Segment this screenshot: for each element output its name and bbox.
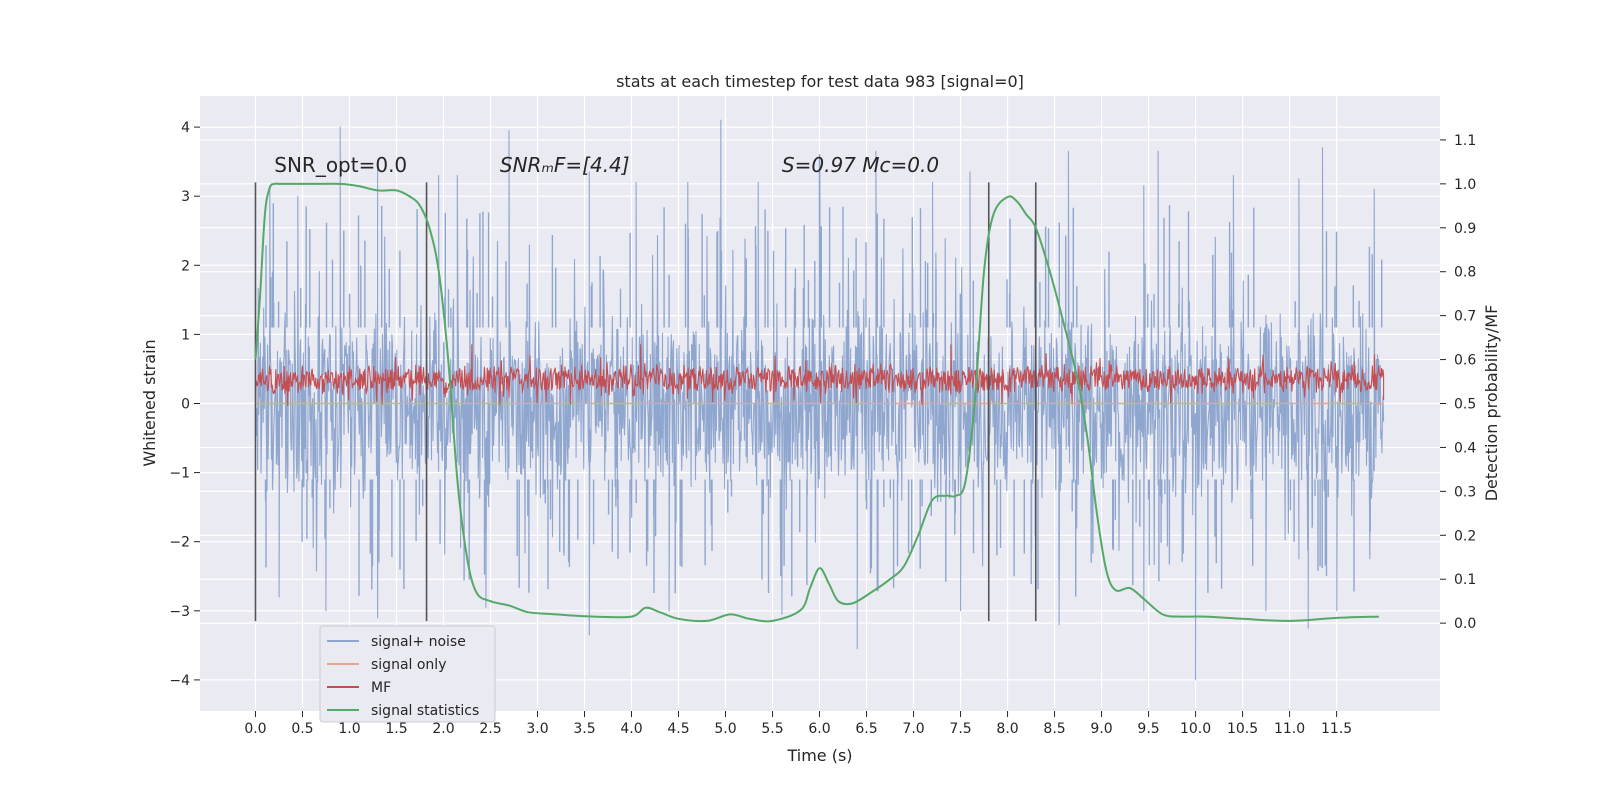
x-tick-label-2: 1.0: [338, 721, 360, 737]
chart-title: stats at each timestep for test data 983…: [616, 72, 1024, 91]
y-right-tick-label-0: 0.0: [1454, 616, 1476, 632]
y-tick-label-4: 0: [181, 397, 190, 413]
annotation-0: SNR_opt=0.0: [274, 153, 407, 177]
x-tick-label-16: 8.0: [996, 721, 1018, 737]
x-tick-label-11: 5.5: [761, 721, 783, 737]
y-tick-label-7: 3: [181, 189, 190, 205]
y-right-tick-label-8: 0.8: [1454, 265, 1476, 281]
y-tick-label-3: −1: [169, 466, 190, 482]
series-mf: [254, 344, 1385, 406]
x-axis-ticks: 0.0 0.5 1.0 1.5 2.0 2.5 3.0 3.5 4.0 4.5 5.0 5.5 6.0 6…: [244, 711, 1352, 737]
x-tick-label-21: 10.5: [1227, 721, 1258, 737]
y-tick-label-5: 1: [181, 327, 190, 343]
y-right-tick-label-11: 1.1: [1454, 133, 1476, 149]
legend-label-3: signal statistics: [371, 703, 479, 719]
y-right-tick-label-5: 0.5: [1454, 397, 1476, 413]
legend: signal+ noise signal only MF signal statist…: [319, 625, 496, 723]
legend-label-1: signal only: [371, 657, 446, 673]
annotation-2: S=0.97 Mᴄ=0.0: [782, 153, 939, 177]
x-tick-label-14: 7.0: [902, 721, 924, 737]
y-right-tick-label-10: 1.0: [1454, 177, 1476, 193]
y-right-tick-label-2: 0.2: [1454, 528, 1476, 544]
x-tick-label-20: 10.0: [1180, 721, 1211, 737]
annotation-1: SNRₘF=[4.4]: [500, 153, 630, 177]
y-right-tick-label-7: 0.7: [1454, 309, 1476, 325]
signal-noise-trace: [254, 119, 1385, 681]
y-right-tick-label-3: 0.3: [1454, 484, 1476, 500]
x-tick-label-0: 0.0: [244, 721, 266, 737]
y-right-tick-label-9: 0.9: [1454, 221, 1476, 237]
x-tick-label-3: 1.5: [385, 721, 407, 737]
y-axis-label: Whitened strain: [140, 339, 159, 466]
x-tick-label-1: 0.5: [291, 721, 313, 737]
y-right-axis-ticks: 0.0 0.1 0.2 0.3 0.4 0.5 0.6 0.7 0.8 0.9 1.0 1.1: [1440, 133, 1476, 632]
x-tick-label-15: 7.5: [949, 721, 971, 737]
x-tick-label-8: 4.0: [620, 721, 642, 737]
y-right-axis-label: Detection probability/MF: [1482, 305, 1501, 502]
legend-label-2: MF: [371, 680, 391, 696]
x-tick-label-22: 11.0: [1274, 721, 1305, 737]
x-tick-label-13: 6.5: [855, 721, 877, 737]
x-tick-label-17: 8.5: [1043, 721, 1065, 737]
x-tick-label-12: 6.0: [808, 721, 830, 737]
y-right-tick-label-6: 0.6: [1454, 353, 1476, 369]
y-tick-label-8: 4: [181, 120, 190, 136]
x-tick-label-19: 9.5: [1137, 721, 1159, 737]
y-right-tick-label-4: 0.4: [1454, 440, 1476, 456]
y-right-tick-label-1: 0.1: [1454, 572, 1476, 588]
annotations: SNR_opt=0.0 SNRₘF=[4.4] S=0.97 Mᴄ=0.0: [274, 153, 939, 177]
y-tick-label-1: −3: [169, 604, 190, 620]
x-tick-label-10: 5.0: [714, 721, 736, 737]
vertical-markers: [254, 182, 1037, 622]
x-tick-label-6: 3.0: [526, 721, 548, 737]
x-tick-label-7: 3.5: [573, 721, 595, 737]
x-tick-label-9: 4.5: [667, 721, 689, 737]
series-signal-statistics: [254, 182, 1379, 623]
x-tick-label-18: 9.0: [1090, 721, 1112, 737]
series-signal-noise: [254, 119, 1385, 681]
x-tick-label-5: 2.5: [479, 721, 501, 737]
y-tick-label-0: −4: [169, 673, 190, 689]
y-axis-ticks: −4 −3 −2 −1 0 1 2 3 4: [169, 120, 200, 689]
signal-statistics-line: [254, 182, 1379, 623]
y-tick-label-6: 2: [181, 258, 190, 274]
legend-label-0: signal+ noise: [371, 634, 466, 650]
mf-trace: [254, 344, 1385, 406]
y-tick-label-2: −2: [169, 535, 190, 551]
legend-box: [319, 625, 496, 723]
x-axis-label: Time (s): [786, 746, 852, 765]
x-tick-label-4: 2.0: [432, 721, 454, 737]
x-tick-label-23: 11.5: [1321, 721, 1352, 737]
